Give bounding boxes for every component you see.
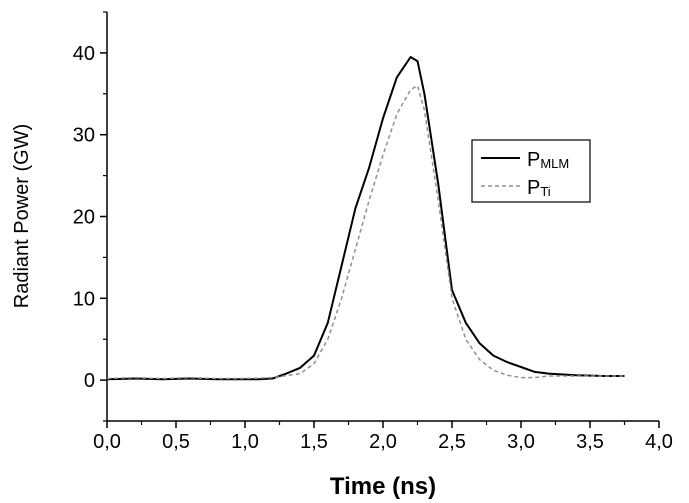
y-axis-title: Radiant Power (GW) xyxy=(11,124,33,309)
x-axis-title: Time (ns) xyxy=(330,473,436,500)
legend-mlm-sub: MLM xyxy=(540,156,569,171)
y-tick-label: 20 xyxy=(73,207,95,229)
legend-ti-label: PTi xyxy=(527,177,551,199)
x-tick-label: 3,0 xyxy=(507,431,535,453)
legend: PMLM PTi xyxy=(471,139,591,203)
legend-ti-main: P xyxy=(527,177,540,199)
y-tick-label: 0 xyxy=(84,370,95,392)
series-line-ti xyxy=(106,84,625,380)
x-tick-label: 0,0 xyxy=(93,431,121,453)
x-tick-label: 2,0 xyxy=(369,431,397,453)
y-tick-label: 30 xyxy=(73,125,95,147)
ticks: 0,0 0,5 1,0 1,5 2,0 2,5 3,0 3,5 4,0 0 10 20 30 40 xyxy=(73,11,673,453)
x-tick-label: 0,5 xyxy=(162,431,190,453)
y-tick-label: 40 xyxy=(73,43,95,65)
x-tick-label: 1,5 xyxy=(300,431,328,453)
x-tick-label: 2,5 xyxy=(438,431,466,453)
legend-box xyxy=(471,139,591,203)
x-tick-label: 3,5 xyxy=(576,431,604,453)
legend-mlm-label: PMLM xyxy=(527,149,569,171)
x-tick-label: 4,0 xyxy=(645,431,673,453)
series xyxy=(106,56,625,381)
x-tick-label: 1,0 xyxy=(231,431,259,453)
axes xyxy=(106,12,659,422)
legend-mlm-main: P xyxy=(527,149,540,171)
y-tick-label: 10 xyxy=(73,288,95,310)
series-line-mlm xyxy=(106,56,625,381)
legend-ti-sub: Ti xyxy=(540,184,550,199)
